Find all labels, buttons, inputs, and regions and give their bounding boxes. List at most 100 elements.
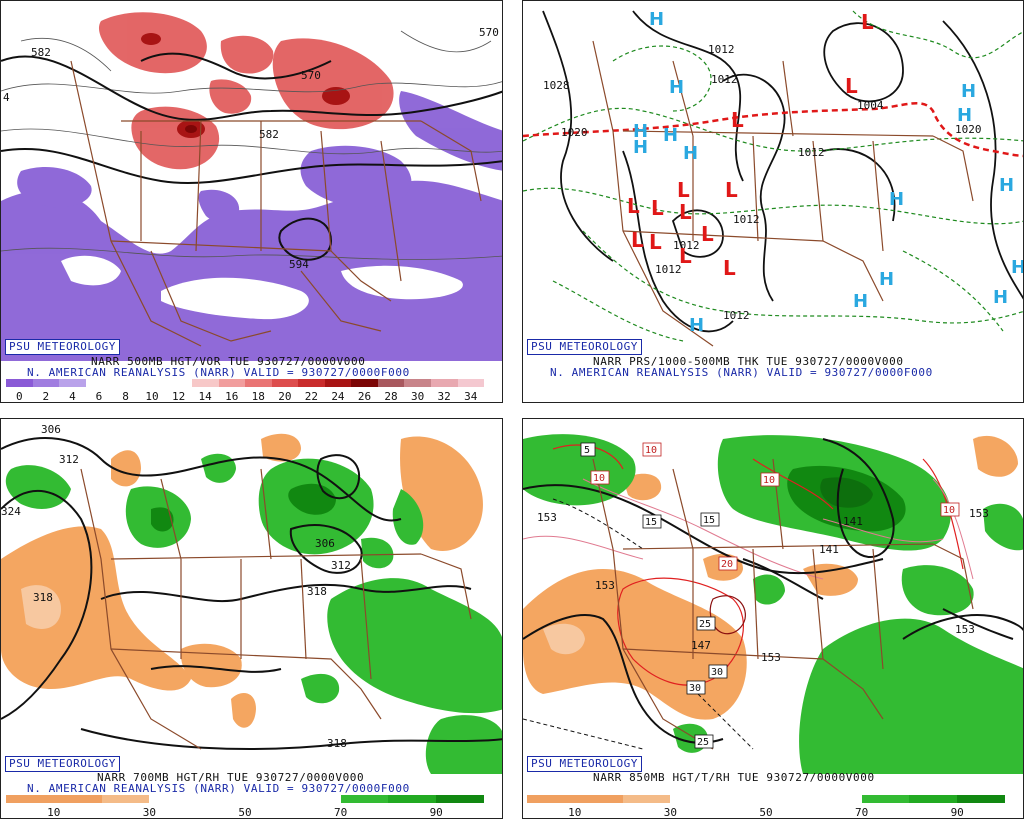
- contour-label: 582: [31, 46, 51, 59]
- scale-tick-label: 24: [331, 390, 345, 403]
- scale-swatch: [271, 379, 299, 387]
- low-pressure-symbol: L: [679, 200, 692, 224]
- high-pressure-symbol: H: [649, 9, 664, 30]
- scale-tick-label: 18: [251, 390, 265, 403]
- scale-swatch: [765, 795, 814, 803]
- scale-swatch: [436, 795, 484, 803]
- temp-label: 20: [718, 556, 738, 571]
- caption-line2: N. AMERICAN REANALYSIS (NARR) VALID = 93…: [27, 782, 410, 795]
- vorticity-color-scale: [6, 379, 485, 387]
- contour-label: 318: [307, 585, 327, 598]
- low-pressure-symbol: L: [725, 178, 738, 202]
- contour-label: 1028: [543, 79, 570, 92]
- temp-label: 10: [940, 502, 960, 517]
- contour-label: 312: [331, 559, 351, 572]
- high-pressure-symbol: H: [999, 175, 1014, 196]
- panel-700mb-hgt-rh: 306 312 324 318 306 312 318 318 PSU METE…: [0, 418, 503, 819]
- svg-text:10: 10: [593, 473, 605, 484]
- scale-tick-label: 20: [278, 390, 292, 403]
- svg-text:20: 20: [721, 559, 733, 570]
- scale-swatch: [244, 795, 293, 803]
- svg-text:15: 15: [645, 517, 657, 528]
- scale-swatch: [431, 379, 458, 387]
- contour-label: 153: [595, 579, 615, 592]
- rh-color-scale: [6, 795, 484, 803]
- low-pressure-symbol: L: [649, 230, 662, 254]
- temp-label: 10: [590, 470, 610, 485]
- scale-swatch: [53, 795, 102, 803]
- scale-tick-label: 32: [437, 390, 451, 403]
- scale-tick-label: 0: [15, 390, 23, 403]
- scale-swatch: [59, 379, 86, 387]
- rh-scale-ticks: 10 30 50 70 90: [6, 806, 484, 818]
- contour-label: 306: [315, 537, 335, 550]
- scale-swatch: [101, 795, 150, 803]
- scale-tick-label: 34: [464, 390, 478, 403]
- contour-label: 1012: [723, 309, 750, 322]
- svg-text:30: 30: [689, 683, 701, 694]
- scale-tick-label: 6: [95, 390, 103, 403]
- psu-meteorology-badge: PSU METEOROLOGY: [527, 339, 642, 355]
- caption-line1: NARR 500MB HGT/VOR TUE 930727/0000V000: [91, 355, 366, 368]
- caption-line2: N. AMERICAN REANALYSIS (NARR) VALID = 93…: [27, 366, 410, 379]
- temp-label: 15: [642, 514, 662, 529]
- scale-tick-label: 70: [854, 806, 869, 819]
- high-pressure-symbol: H: [633, 137, 648, 158]
- svg-text:10: 10: [763, 475, 775, 486]
- low-pressure-symbol: L: [845, 74, 858, 98]
- contour-label: 1012: [798, 146, 825, 159]
- rh-color-scale: [527, 795, 1005, 803]
- scale-swatch: [388, 795, 437, 803]
- svg-text:25: 25: [699, 619, 711, 630]
- contour-label: 1012: [655, 263, 682, 276]
- contour-label: 1020: [955, 123, 982, 136]
- panel-pressure-thickness: 1012 1012 1028 1020 1004 1020 1012 1012 …: [522, 0, 1024, 403]
- scale-tick-label: 30: [410, 390, 425, 403]
- scale-swatch: [457, 379, 485, 387]
- psu-meteorology-badge: PSU METEOROLOGY: [5, 339, 120, 355]
- scale-swatch: [861, 795, 910, 803]
- scale-tick-label: 8: [122, 390, 129, 403]
- contour-label: 1012: [711, 73, 738, 86]
- contour-label: 1004: [857, 99, 884, 112]
- contour-label: 318: [327, 737, 347, 750]
- high-pressure-symbol: H: [879, 269, 894, 290]
- scale-swatch: [377, 379, 405, 387]
- temp-label: 25: [694, 734, 714, 749]
- temp-label: 30: [686, 680, 706, 695]
- scale-tick-label: 50: [759, 806, 773, 819]
- scale-swatch: [6, 795, 54, 803]
- low-pressure-symbol: L: [701, 222, 714, 246]
- scale-swatch: [909, 795, 958, 803]
- scale-tick-label: 2: [42, 390, 50, 403]
- svg-text:25: 25: [697, 737, 709, 748]
- high-pressure-symbol: H: [853, 291, 868, 312]
- contour-label: 1020: [561, 126, 588, 139]
- panel-850mb-hgt-t-rh: 153 153 141 141 153 153 153 147 5 10 10 …: [522, 418, 1024, 819]
- high-pressure-symbol: H: [889, 189, 904, 210]
- scale-tick-label: 90: [950, 806, 964, 819]
- scale-swatch: [197, 795, 245, 803]
- temp-label: 30: [708, 664, 728, 679]
- scale-swatch: [340, 795, 389, 803]
- scale-tick-label: 26: [357, 390, 372, 403]
- contour-label: 1012: [733, 213, 760, 226]
- scale-swatch: [85, 379, 113, 387]
- contour-label: 570: [301, 69, 321, 82]
- scale-swatch: [245, 379, 272, 387]
- contour-label: 570: [479, 26, 499, 39]
- caption-line1: NARR PRS/1000-500MB THK TUE 930727/0000V…: [593, 355, 904, 368]
- scale-swatch: [292, 795, 341, 803]
- contour-label: 153: [761, 651, 781, 664]
- scale-tick-label: 10: [568, 806, 582, 819]
- high-pressure-symbol: H: [663, 125, 678, 146]
- contour-label: 141: [819, 543, 839, 556]
- low-pressure-symbol: L: [731, 108, 744, 132]
- rh-700mb-map: 306 312 324 318 306 312 318 318: [1, 419, 502, 774]
- contour-label: 306: [41, 423, 61, 436]
- panel-500mb-hgt-vor: 582 570 582 594 570 4 PSU METEOROLOGY NA…: [0, 0, 503, 403]
- scale-tick-label: 14: [198, 390, 212, 403]
- svg-text:15: 15: [703, 515, 715, 526]
- scale-tick-label: 22: [304, 390, 318, 403]
- svg-text:10: 10: [943, 505, 955, 516]
